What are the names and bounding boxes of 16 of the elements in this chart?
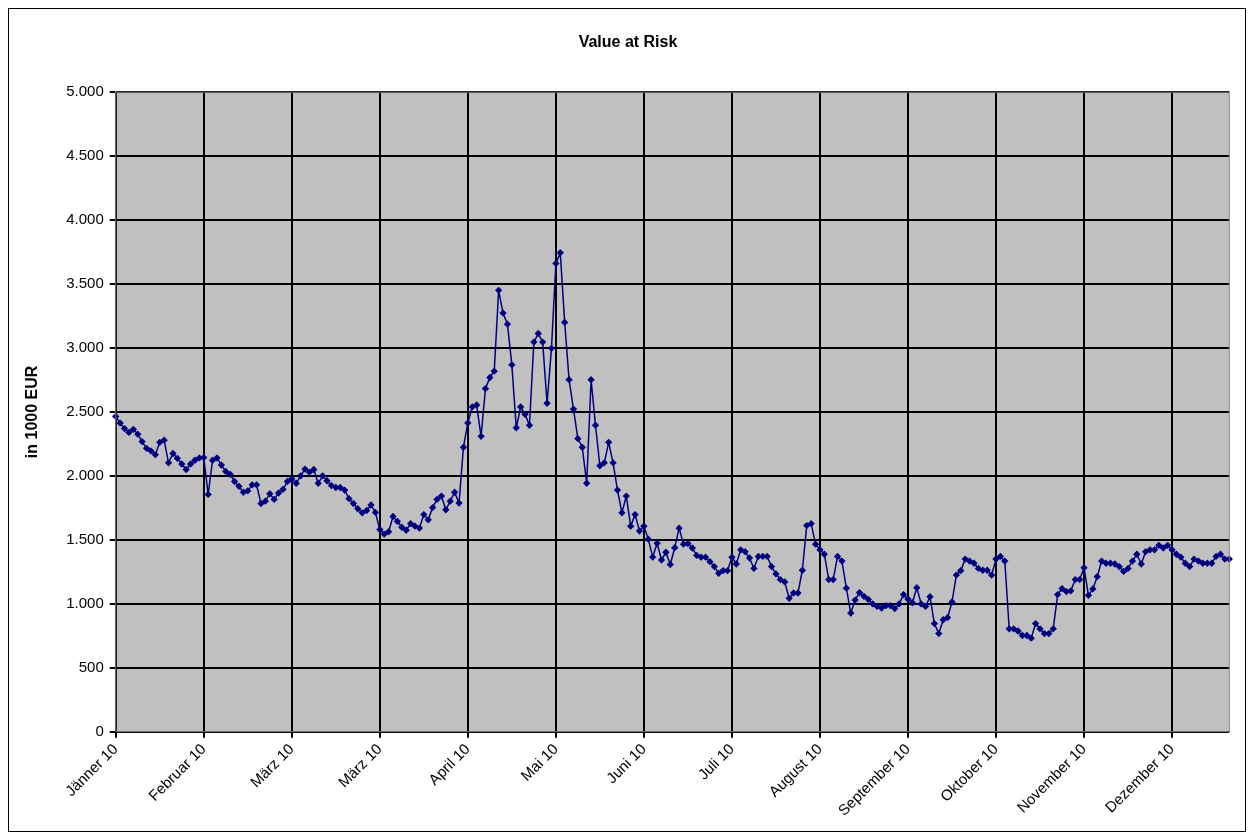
y-tick-label: 3.500 [66,274,104,292]
y-tick-label: 4.500 [66,146,104,164]
x-tick-label: Juni 10 [602,740,649,787]
y-tick-label: 3.000 [66,338,104,356]
y-tick-label: 500 [78,657,104,675]
x-tick-label: Juli 10 [694,740,737,783]
x-tick-label: Mai 10 [517,740,561,784]
y-tick-label: 4.000 [66,210,104,228]
chart-title: Value at Risk [578,33,678,51]
y-tick-label: 5.000 [66,82,104,100]
y-tick-label: 2.500 [66,402,104,420]
y-tick-label: 0 [95,721,104,739]
y-tick-label: 1.500 [66,529,104,547]
y-tick-label: 2.000 [66,466,104,484]
y-axis-title: in 1000 EUR [23,365,41,459]
y-tick-label: 1.000 [66,593,104,611]
